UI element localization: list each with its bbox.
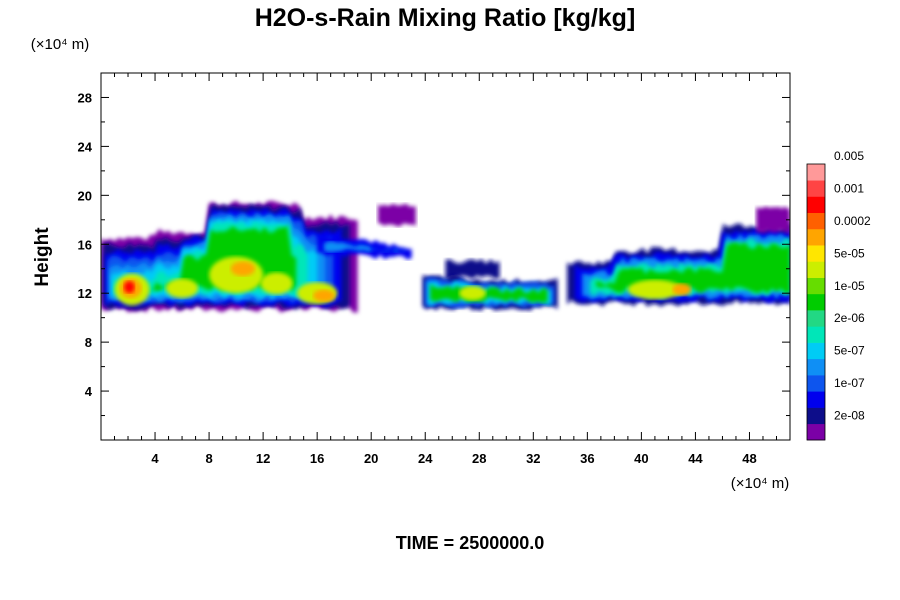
- colorbar-swatch: [807, 375, 825, 392]
- colorbar-frame: [806, 163, 826, 441]
- x-unit-label: (×10⁴ m): [731, 475, 790, 492]
- core-cell-strong: [230, 261, 256, 277]
- y-tick-label: 24: [78, 139, 93, 154]
- colorbar-label: 0.0002: [834, 214, 871, 228]
- colorbar-label: 5e-05: [834, 246, 865, 260]
- colorbar-swatch: [807, 407, 825, 425]
- colorbar-swatch: [807, 261, 825, 278]
- colorbar-label: 0.005: [834, 149, 864, 163]
- core-right: [627, 279, 682, 300]
- colorbar-labels: 2e-08 1e-07 5e-07 2e-06 1e-05 5e-05 0.0002 0.00…: [834, 149, 871, 423]
- x-tick-label: 28: [472, 451, 486, 466]
- time-label: TIME = 2500000.0: [396, 533, 545, 553]
- anvil-left-tip: [378, 203, 416, 227]
- core-cell-peak: [123, 280, 135, 294]
- colorbar-swatch: [807, 326, 825, 343]
- x-tick-label: 8: [205, 451, 212, 466]
- y-tick-labels: 4 8 12 16 20 24 28: [78, 90, 93, 399]
- x-tick-label: 24: [418, 451, 433, 466]
- x-tick-labels: 4 8 12 16 20 24 28 32 36 40 44 48: [151, 451, 756, 466]
- colorbar-swatch: [807, 277, 825, 295]
- core-cell-strong: [313, 289, 335, 302]
- x-tick-label: 36: [580, 451, 594, 466]
- core-cell: [260, 272, 293, 295]
- region-mid-level-8: [430, 283, 548, 303]
- y-tick-label: 28: [78, 90, 92, 105]
- core-cell: [209, 256, 264, 294]
- colorbar-swatch: [807, 358, 825, 376]
- anvil-left-core: [323, 241, 405, 253]
- x-tick-label: 4: [151, 451, 159, 466]
- x-tick-label: 48: [742, 451, 756, 466]
- core-mid: [459, 285, 487, 301]
- colorbar-label: 2e-08: [834, 409, 865, 423]
- x-tick-label: 40: [634, 451, 648, 466]
- core-right-strong: [672, 283, 692, 296]
- colorbar-label: 1e-05: [834, 279, 865, 293]
- colorbar-swatch: [807, 293, 825, 311]
- x-tick-label: 12: [256, 451, 270, 466]
- colorbar-swatch: [807, 164, 825, 181]
- colorbar-label: 5e-07: [834, 344, 865, 358]
- y-tick-label: 20: [78, 188, 92, 203]
- y-tick-label: 8: [85, 335, 92, 350]
- axis-ticks: [101, 73, 790, 440]
- y-tick-label: 12: [78, 286, 92, 301]
- y-tick-label: 4: [85, 384, 93, 399]
- colorbar-swatch: [807, 180, 825, 197]
- mixing-ratio-field: [101, 200, 790, 313]
- core-cell: [165, 278, 199, 299]
- colorbar-swatch: [807, 196, 825, 214]
- chart-title: H2O-s-Rain Mixing Ratio [kg/kg]: [255, 4, 636, 32]
- colorbar-swatch: [807, 212, 825, 230]
- colorbar-swatch: [807, 245, 825, 262]
- colorbar-swatch: [807, 310, 825, 327]
- colorbar-label: 1e-07: [834, 376, 865, 390]
- y-unit-label: (×10⁴ m): [31, 36, 90, 53]
- y-tick-label: 16: [78, 237, 92, 252]
- y-axis-label: Height: [32, 227, 53, 287]
- plot-frame: [100, 72, 791, 441]
- anvil-right-tip: [756, 206, 790, 234]
- colorbar-swatch: [807, 391, 825, 408]
- colorbar-swatch: [807, 423, 825, 441]
- region-mid-anvil: [445, 259, 500, 280]
- x-tick-label: 44: [688, 451, 703, 466]
- colorbar-label: 2e-06: [834, 311, 865, 325]
- x-tick-label: 16: [310, 451, 324, 466]
- x-tick-label: 20: [364, 451, 378, 466]
- colorbar: [806, 163, 826, 441]
- colorbar-label: 0.001: [834, 181, 864, 195]
- colorbar-swatch: [807, 228, 825, 246]
- x-tick-label: 32: [526, 451, 540, 466]
- colorbar-swatch: [807, 342, 825, 360]
